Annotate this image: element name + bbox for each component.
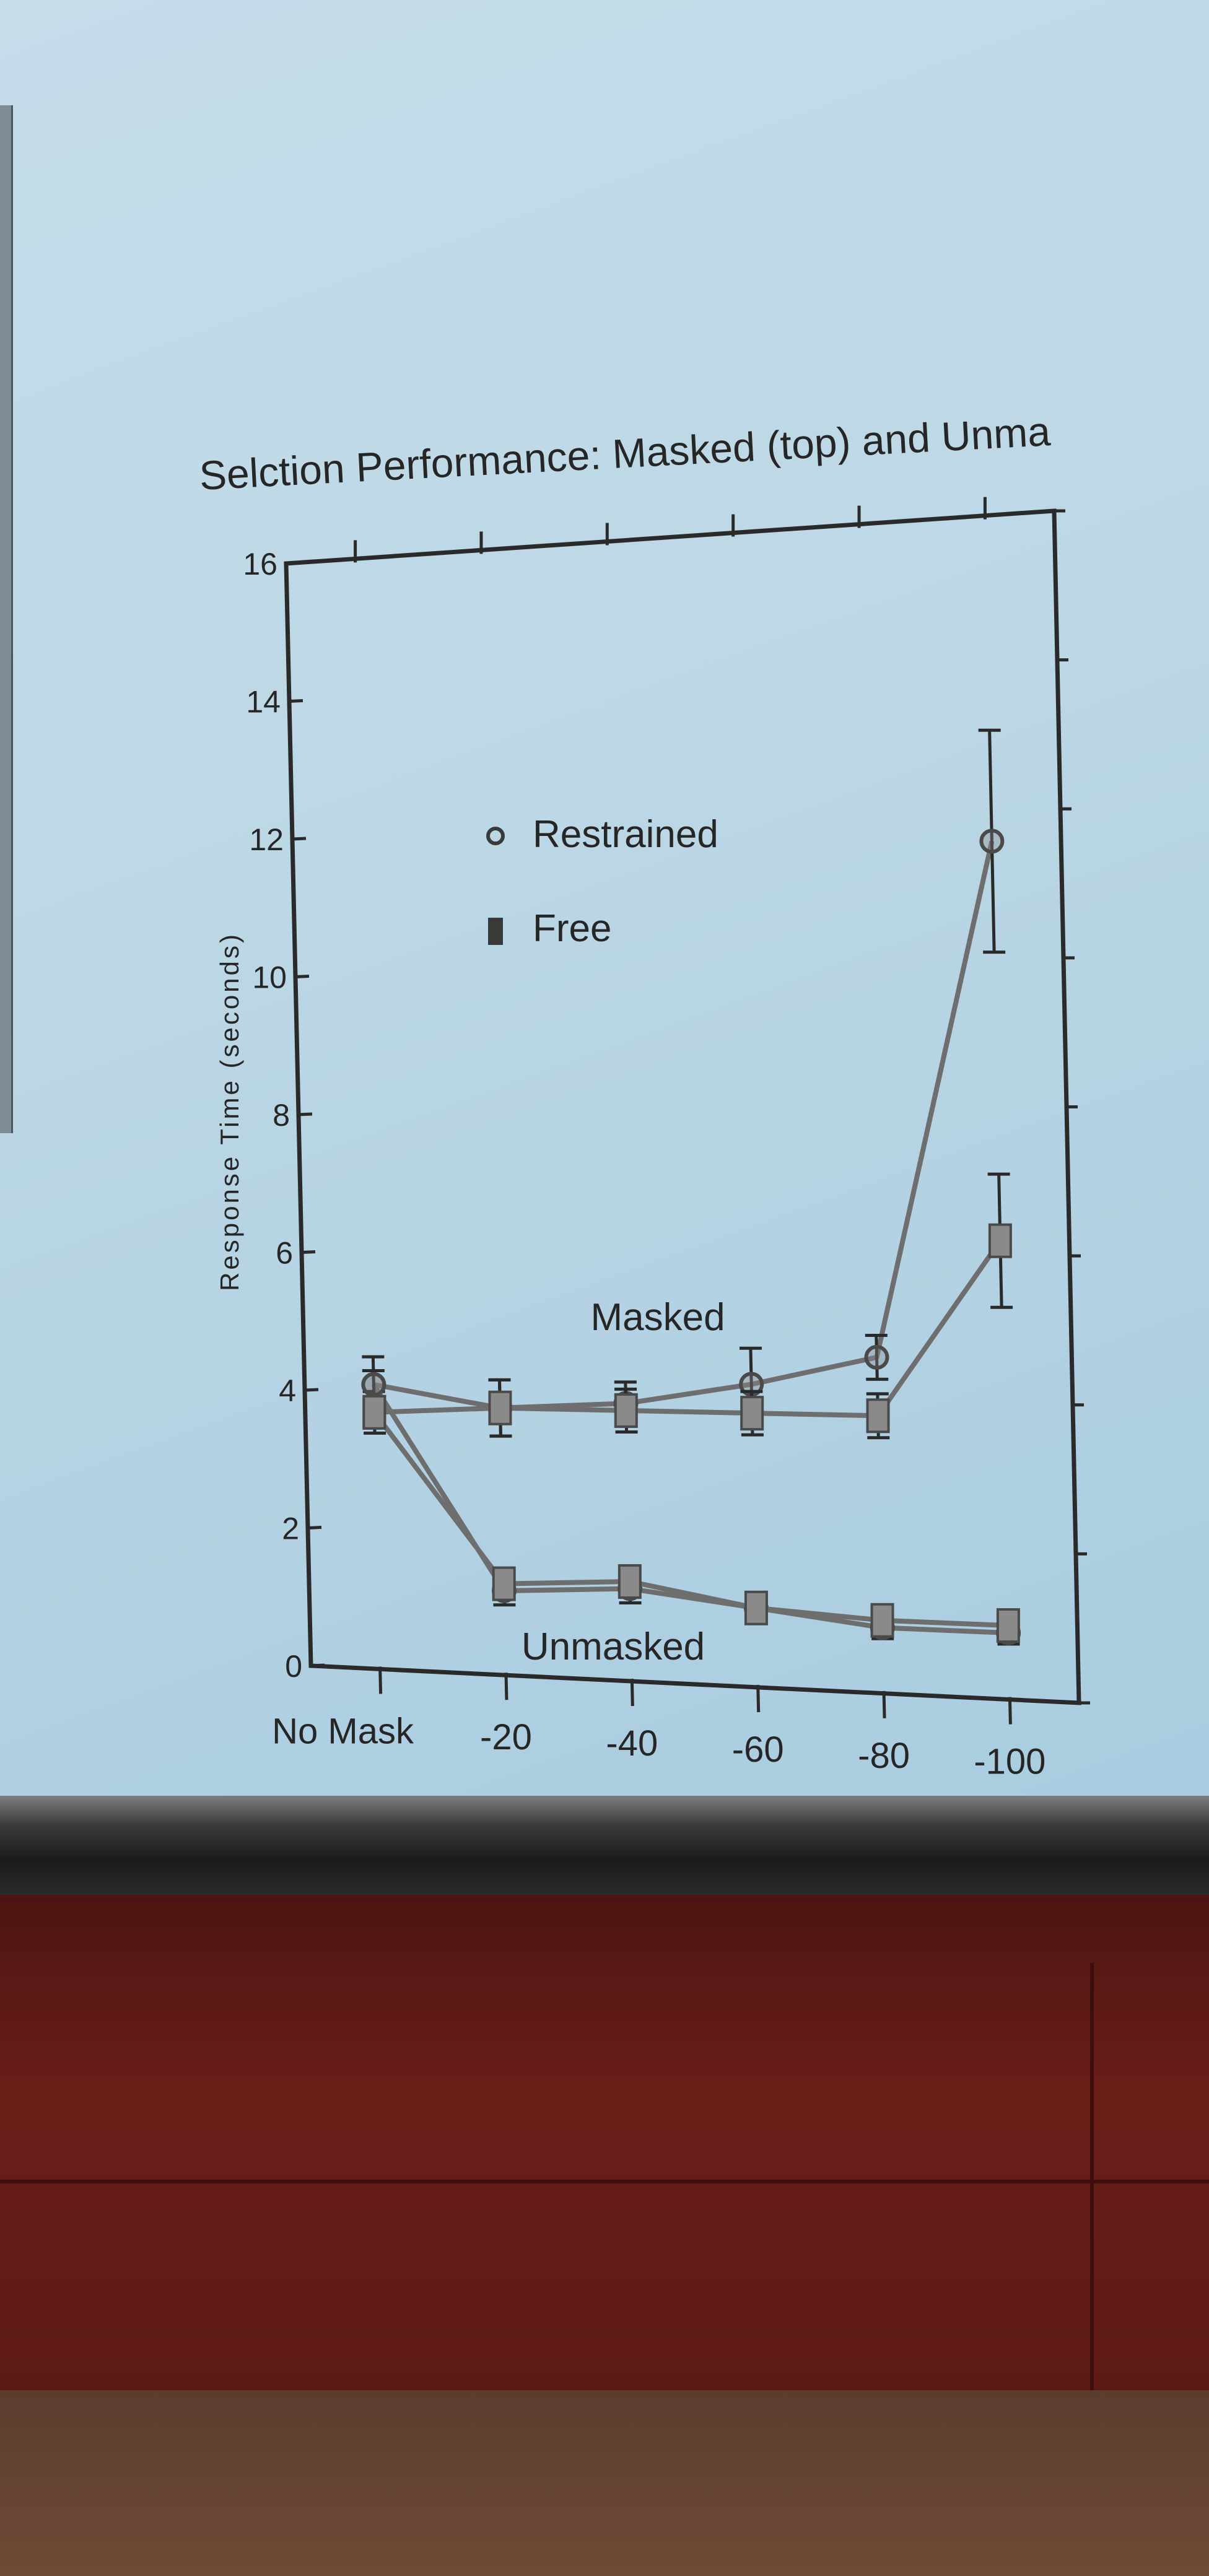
y-tick [310,1663,325,1668]
legend-marker-restrained [486,827,505,845]
x-tick-label: -60 [732,1730,784,1770]
x-tick-label: -100 [974,1742,1045,1782]
data-point [996,1608,1020,1643]
y-tick-label: 14 [246,685,281,720]
series-line [372,1411,1009,1629]
error-bar [875,1335,879,1380]
y-tick-label: 6 [276,1236,293,1271]
legend-label-free: Free [533,907,611,950]
data-point [744,1590,768,1625]
y-tick [286,561,300,565]
y-tick-label: 8 [273,1098,290,1133]
chart: Selction Performance: Masked (top) and U… [198,408,1090,1782]
series-layer [361,728,1021,1646]
data-point [488,1390,512,1425]
series-line [374,1239,1003,1419]
plot-border [284,508,1081,1705]
x-tick-label: No Mask [272,1711,414,1751]
data-point [618,1564,642,1599]
projection-screen [0,0,1209,1796]
x-tick-label: -40 [606,1723,658,1764]
floor [0,2390,1209,2576]
chart-title: Selction Performance: Masked (top) and U… [198,408,1052,498]
screen-left-frame [0,105,13,1133]
y-tick-label: 10 [252,960,287,995]
screen-bottom-edge [0,1796,1209,1895]
data-point [866,1398,890,1434]
y-tick [301,1250,316,1254]
y-axis-label: Response Time (seconds) [215,932,244,1291]
series-line [373,840,995,1411]
wall-panels [0,1895,1209,2390]
data-point [362,1395,386,1430]
data-point [740,1396,764,1431]
data-point [864,1344,889,1370]
x-axis-ticks: No Mask -20 -40 -60 -80 -100 [272,497,1045,1782]
annotation-unmasked: Unmasked [522,1625,705,1668]
y-tick-label: 2 [282,1512,299,1546]
panel-seam [0,2180,1209,2183]
x-tick-label: -20 [480,1717,532,1757]
data-point [361,1372,386,1397]
x-tick [378,1666,383,1694]
legend-label-restrained: Restrained [533,813,718,856]
y-tick-label: 16 [243,547,277,581]
y-tick [289,699,303,703]
data-point [988,1223,1012,1258]
y-tick-label: 12 [249,822,284,857]
data-point [492,1566,516,1601]
x-tick [504,1673,508,1700]
data-point [870,1603,894,1638]
error-bar [988,730,996,952]
y-tick-label: 0 [285,1649,302,1684]
y-tick [298,1112,313,1116]
panel-seam [1090,1963,1094,2390]
y-tick-label: 4 [279,1373,296,1408]
annotation-masked: Masked [590,1296,725,1339]
data-point [614,1393,638,1428]
legend: Restrained Free [486,813,718,950]
y-tick [292,837,307,841]
series-unmasked-free [362,1395,1020,1643]
y-axis-ticks: 0 2 4 6 8 10 12 14 16 [243,509,1090,1705]
legend-marker-free [488,918,503,945]
data-point [979,829,1005,854]
x-tick [756,1684,761,1712]
plot-frame [284,508,1081,1705]
x-tick-label: -80 [858,1736,910,1776]
